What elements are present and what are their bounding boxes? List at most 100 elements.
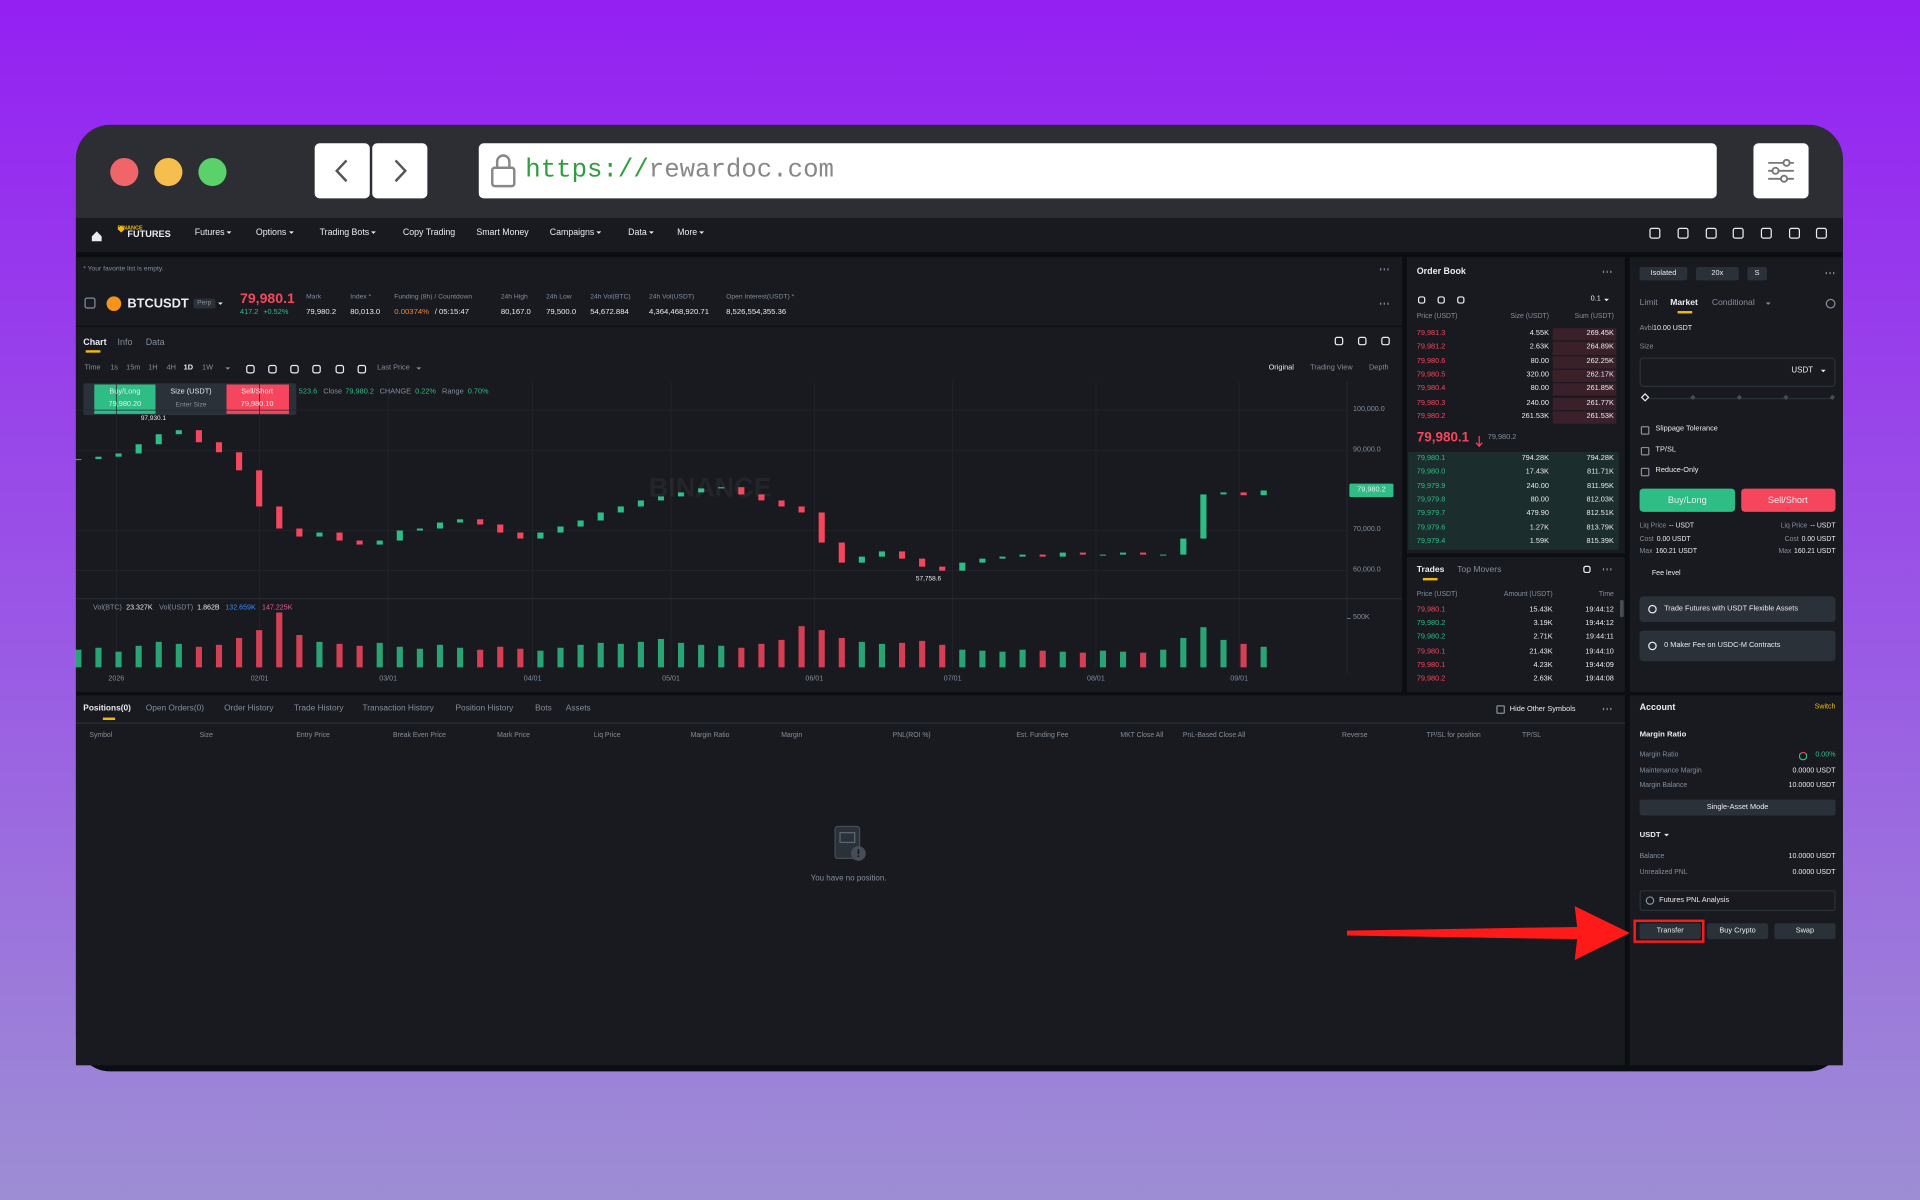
view-option[interactable]: Depth [1368,364,1389,372]
menu-dot[interactable] [1610,271,1612,273]
menu-dot[interactable] [1387,268,1389,271]
maximize-dot[interactable] [198,157,227,187]
expand-icon[interactable] [1583,565,1591,574]
nav-item[interactable]: Campaigns [549,226,595,238]
menu-dot[interactable] [1606,568,1609,571]
toolbar-icon[interactable] [267,364,277,373]
pnl-analysis-button[interactable] [1639,890,1836,912]
positions-tab[interactable]: Assets [565,704,591,713]
book-layout-icon[interactable] [1437,296,1445,304]
interval[interactable]: 1W [202,364,214,372]
nav-icon[interactable] [1788,227,1800,239]
positions-tab[interactable]: Position History [455,704,514,713]
menu-dot[interactable] [1606,271,1609,273]
account-action[interactable] [1706,923,1769,940]
chart-tool-icon[interactable] [1334,336,1343,345]
nav-item[interactable]: Futures [194,226,225,238]
interval[interactable]: 15m [126,364,141,372]
positions-tab[interactable]: Open Orders(0) [145,704,205,713]
order-type-tab[interactable]: Limit [1639,298,1658,308]
toolbar-icon[interactable] [356,364,366,373]
nav-item[interactable]: More [677,226,698,238]
interval[interactable]: Time [84,364,101,372]
nav-icon[interactable] [1760,227,1772,239]
url-bar[interactable]: https://rewardoc.com [478,143,1717,199]
positions-tab[interactable]: Bots [535,704,552,713]
nav-icon[interactable] [1705,227,1717,239]
order-type-tab[interactable]: Conditional [1711,298,1755,308]
nav-item[interactable]: Options [255,226,287,238]
chart-tab[interactable]: Data [145,336,165,348]
sell-button[interactable] [1741,488,1836,512]
positions-tab[interactable]: Transaction History [362,704,434,713]
trades-tab[interactable]: Trades [1416,565,1445,575]
nav-item[interactable]: Smart Money [476,226,529,238]
back-button[interactable] [314,143,370,199]
fee-level[interactable]: Fee level [1651,570,1681,578]
home-icon[interactable] [91,227,103,242]
nav-item[interactable]: Copy Trading [402,226,456,238]
tick-size[interactable]: 0.1 [1590,295,1601,304]
trades-tab[interactable]: Top Movers [1457,565,1502,575]
book-layout-icon[interactable] [1457,296,1465,304]
menu-dot[interactable] [1602,708,1605,710]
checkbox[interactable] [1640,446,1650,455]
positions-tab[interactable]: Order History [224,704,274,713]
positions-tab[interactable]: Trade History [293,704,344,713]
star-icon[interactable] [84,297,96,309]
account-action[interactable] [1639,923,1701,940]
settings-button[interactable] [1753,143,1809,199]
menu-dot[interactable] [1380,268,1382,271]
nav-icon[interactable] [1732,227,1744,239]
book-layout-icon[interactable] [1417,296,1426,304]
promo-banner[interactable] [1639,596,1836,623]
interval[interactable]: 1D [183,364,194,372]
nav-icon[interactable] [1676,227,1688,239]
interval[interactable]: 1s [110,364,118,372]
nav-icon[interactable] [1815,227,1827,239]
promo-banner[interactable] [1639,630,1836,662]
menu-dot[interactable] [1602,568,1605,571]
minimize-dot[interactable] [154,157,183,187]
order-type-tab[interactable]: Market [1670,298,1698,308]
checkbox[interactable] [1640,467,1650,476]
nav-icon[interactable] [1648,227,1660,239]
form-chip[interactable] [1695,266,1739,281]
chart-tool-icon[interactable] [1357,336,1366,345]
checkbox[interactable] [1496,705,1505,714]
toolbar-icon[interactable] [289,364,299,373]
menu-dot[interactable] [1610,708,1612,710]
account-action[interactable] [1774,923,1836,940]
menu-dot[interactable] [1825,272,1828,274]
form-chip[interactable] [1639,266,1688,281]
chart-tab[interactable]: Chart [83,336,107,348]
quick-sell[interactable] [226,384,289,414]
positions-tab[interactable]: Positions(0) [83,704,131,713]
forward-button[interactable] [372,143,428,199]
toolbar-icon[interactable] [245,364,255,373]
nav-item[interactable]: Data [628,226,647,238]
chart-tool-icon[interactable] [1380,336,1390,345]
chart-tab[interactable]: Info [117,336,133,348]
close-dot[interactable] [110,157,139,187]
single-asset-button[interactable] [1639,799,1836,816]
quick-buy[interactable] [94,384,156,414]
form-chip[interactable] [1747,266,1767,281]
nav-item[interactable]: Trading Bots [319,226,370,238]
interval[interactable]: 1H [148,364,158,372]
toolbar-icon[interactable] [311,364,321,373]
menu-dot[interactable] [1610,568,1612,571]
menu-dot[interactable] [1833,272,1835,274]
menu-dot[interactable] [1829,272,1831,274]
toolbar-icon[interactable] [334,364,344,373]
price-source[interactable]: Last Price [377,364,410,372]
menu-dot[interactable] [1383,302,1386,305]
menu-dot[interactable] [1383,268,1386,271]
switch-link[interactable]: Switch [1814,703,1836,712]
size-input[interactable] [1639,357,1836,387]
menu-dot[interactable] [1606,708,1609,710]
interval[interactable]: 4H [166,364,176,372]
checkbox[interactable] [1640,425,1650,435]
view-option[interactable]: Original [1268,364,1294,372]
menu-dot[interactable] [1602,271,1605,273]
